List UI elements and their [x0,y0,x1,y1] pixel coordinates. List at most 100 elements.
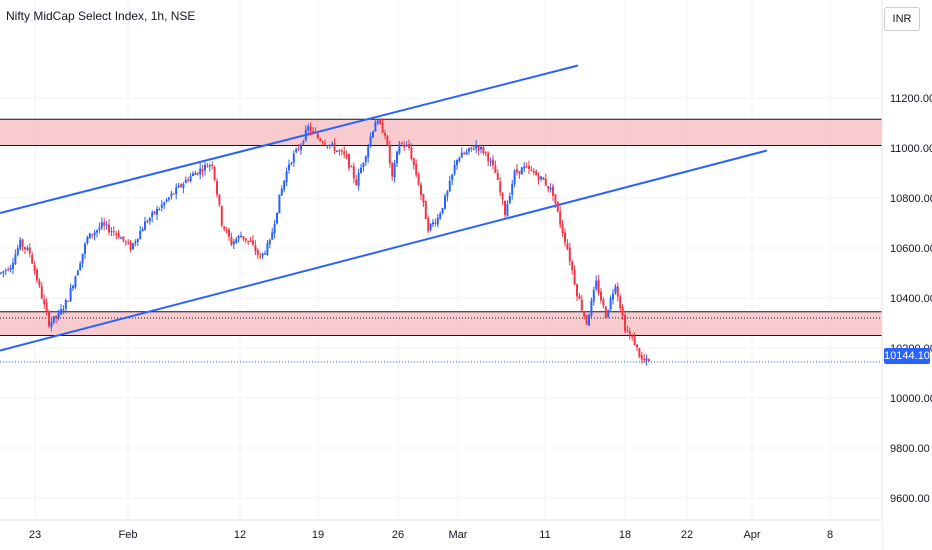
y-tick-label: 9600.00 [890,493,930,505]
candle-body [146,221,149,223]
candle-body [208,165,211,167]
candle-body [165,199,168,202]
candle-body [187,179,190,181]
candle-body [434,222,437,224]
candle-body [117,233,120,238]
candle-body [108,224,110,233]
candle-body [177,185,180,188]
candle-body [607,309,610,318]
candle-body [55,315,58,318]
candle-body [398,144,401,154]
candle-body [237,236,240,239]
candle-body [624,315,626,332]
candle-body [626,330,629,332]
candle-body [14,254,17,265]
candle-body [364,156,367,163]
currency-button[interactable]: INR [884,7,920,31]
candle-body [436,217,439,225]
candle-body [472,149,475,151]
candle-body [549,187,552,190]
candle-body [266,243,269,255]
candle-body [592,289,595,302]
candle-body [235,239,238,243]
candle-body [576,284,578,297]
candle-body [271,232,274,240]
candle-body [199,168,202,175]
candle-body [148,218,151,222]
candle-body [516,169,518,173]
y-tick-label: 9800.00 [890,443,930,455]
candle-body [127,242,130,244]
candle-body [633,336,636,346]
candle-body [153,211,156,214]
candle-body [175,187,178,195]
candle-body [403,144,406,147]
candle-body [367,146,370,158]
candle-body [38,280,41,286]
candle-body [62,309,65,311]
candle-body [16,248,19,255]
candle-body [285,171,288,183]
candle-body [518,171,521,174]
candle-body [103,222,106,226]
candle-body [300,144,302,150]
candle-body [417,174,420,185]
candle-body [110,231,113,233]
candle-body [273,223,276,234]
last-price-tag: 10144.10 [884,348,930,364]
candle-body [211,164,214,166]
candle-body [230,236,233,245]
candle-body [218,194,221,205]
candle-body [511,183,514,195]
candle-body [259,255,262,257]
candle-body [506,204,509,217]
candle-body [134,241,137,244]
candle-body [129,241,132,251]
candle-body [552,186,554,196]
candle-body [583,311,586,317]
candle-body [194,173,197,176]
candle-body [316,133,319,139]
candle-body [43,299,46,304]
candle-body [388,145,391,164]
candle-body [240,235,242,238]
candle-body [247,240,250,242]
candle-body [163,202,166,206]
candle-body [496,173,499,181]
candle-body [98,227,101,230]
y-tick-label: 10800.00 [890,193,932,205]
candle-body [566,243,569,249]
candle-body [343,151,346,155]
channel-upper-line [0,64,579,214]
candle-body [369,136,372,147]
candle-body [88,233,91,239]
candle-body [456,159,458,166]
candle-body [544,178,547,186]
candle-body [648,359,650,361]
candle-body [564,232,566,243]
candle-body [384,133,386,136]
candle-body [513,170,516,184]
candle-body [386,135,389,146]
candle-body [328,144,331,146]
candle-body [290,162,293,164]
candle-body [408,144,410,148]
candle-body [374,122,377,132]
candle-body [614,286,617,293]
candle-body [640,355,643,360]
candle-body [405,145,408,147]
candle-body [477,145,480,151]
symbol-title[interactable]: Nifty MidCap Select Index, 1h, NSE [6,9,196,23]
candle-body [391,162,394,177]
candle-body [331,143,334,145]
candle-body [628,331,631,335]
candle-body [7,269,10,271]
candle-body [115,233,118,235]
x-tick-label: 19 [312,529,324,541]
candle-body [540,176,542,179]
candle-body [537,175,540,181]
x-tick-label: 26 [392,529,404,541]
candle-body [309,126,312,132]
x-tick-label: 11 [539,529,550,541]
